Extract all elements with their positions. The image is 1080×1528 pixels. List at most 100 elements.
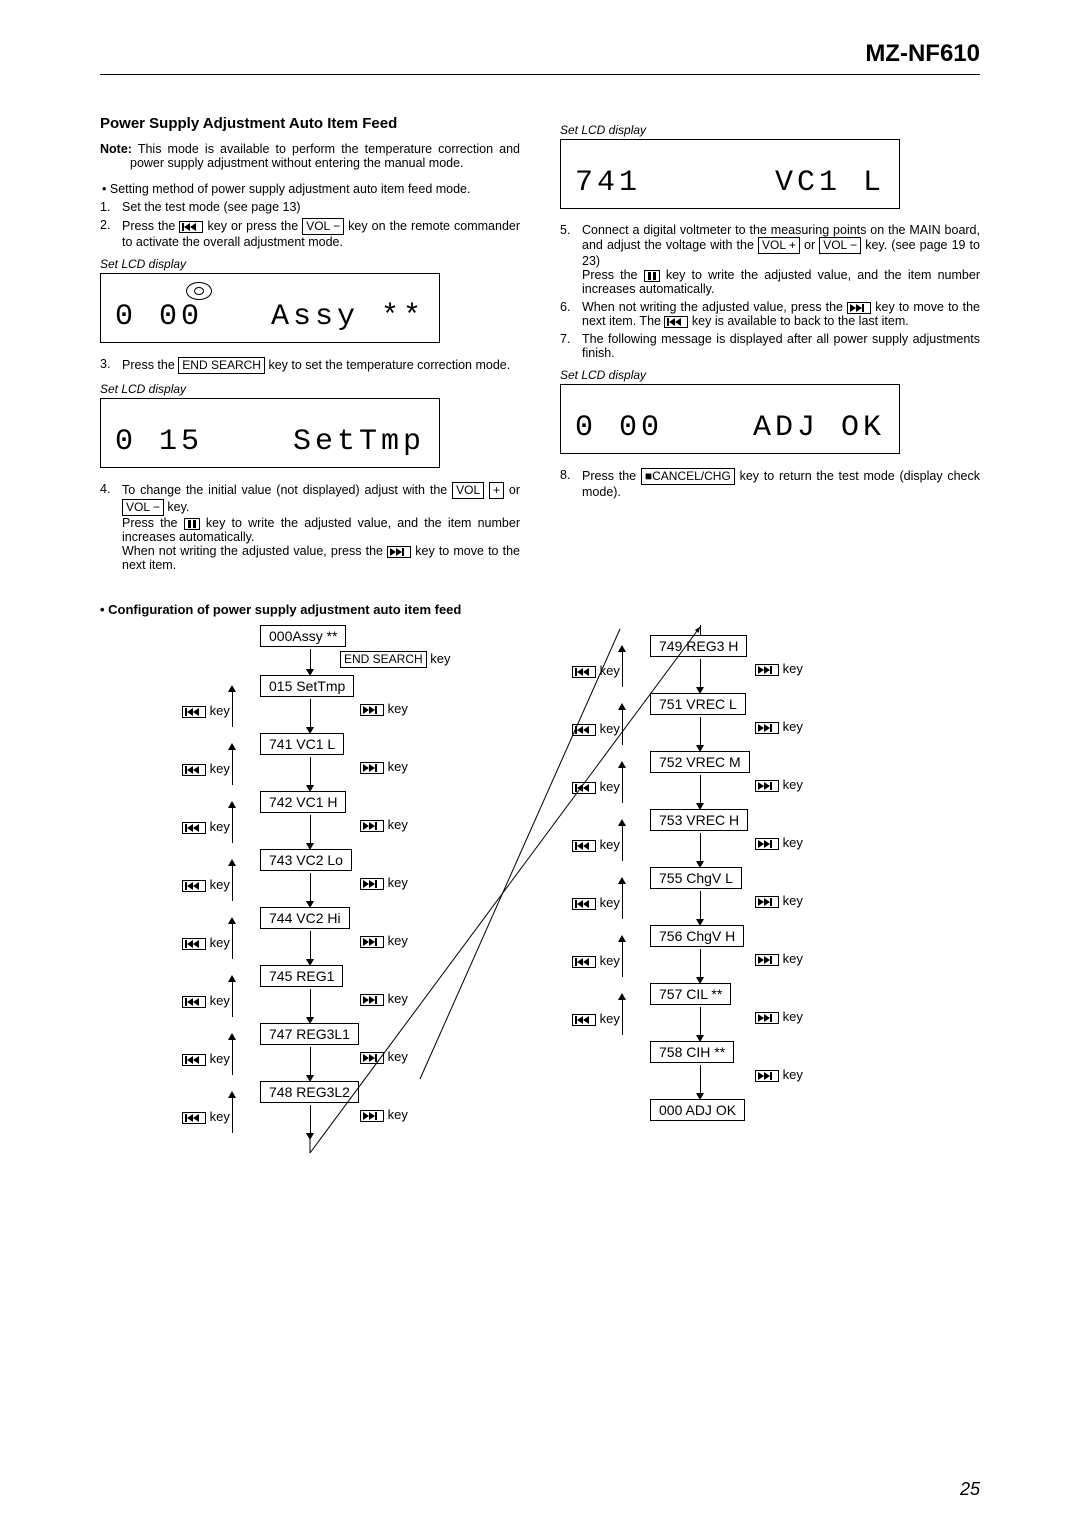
diag-n1: 015 SetTmp	[260, 675, 354, 697]
diag-r8: 000 ADJ OK	[650, 1099, 745, 1121]
model-header: MZ-NF610	[100, 40, 980, 75]
diag-r1: 751 VREC L	[650, 693, 746, 715]
diag-endsearch-key: END SEARCH key	[340, 651, 451, 668]
diag-r3: 753 VREC H	[650, 809, 748, 831]
lcd4-right: ADJ OK	[753, 411, 885, 445]
end-search-key: END SEARCH	[178, 357, 265, 374]
lcd-display-4: 0 00 ADJ OK	[560, 384, 900, 454]
steps-list-right: Connect a digital voltmeter to the measu…	[560, 223, 980, 360]
diag-nextkey-r4: key	[755, 893, 803, 908]
lcd-display-3: 741 VC1 L	[560, 139, 900, 209]
diag-nextkey-r5: key	[755, 951, 803, 966]
plus-key: +	[489, 482, 504, 499]
cancel-chg-key: ■CANCEL/CHG	[641, 468, 735, 485]
bullet-1: • Setting method of power supply adjustm…	[100, 182, 520, 196]
steps-list-right-2: Press the ■CANCEL/CHG key to return the …	[560, 468, 980, 499]
vol-plus-key: VOL +	[758, 237, 800, 254]
lcd-caption-2: Set LCD display	[100, 382, 520, 396]
lcd1-left: 0 00	[115, 300, 203, 334]
diag-r4: 755 ChgV L	[650, 867, 742, 889]
step-4: To change the initial value (not display…	[100, 482, 520, 572]
step-3: Press the END SEARCH key to set the temp…	[100, 357, 520, 374]
diag-n3: 742 VC1 H	[260, 791, 346, 813]
lcd2-right: SetTmp	[293, 425, 425, 459]
vol-minus-key-3: VOL −	[819, 237, 861, 254]
lcd-display-1: 0 00 Assy **	[100, 273, 440, 343]
diag-prevkey-l7: key	[182, 1051, 230, 1066]
diag-nextkey-r7: key	[755, 1067, 803, 1082]
steps-list-left-2: Press the END SEARCH key to set the temp…	[100, 357, 520, 374]
next-icon-2	[847, 302, 871, 314]
diag-prevkey-l3: key	[182, 819, 230, 834]
diag-nextkey-l3: key	[360, 817, 408, 832]
diag-prevkey-r0: key	[572, 663, 620, 678]
next-icon	[387, 546, 411, 558]
note-text: This mode is available to perform the te…	[130, 142, 520, 170]
right-column: Set LCD display 741 VC1 L Connect a digi…	[560, 115, 980, 576]
diag-prevkey-l2: key	[182, 761, 230, 776]
diag-r7: 758 CIH **	[650, 1041, 734, 1063]
vol-minus-key-2: VOL −	[122, 499, 164, 516]
config-title: • Configuration of power supply adjustme…	[100, 602, 980, 617]
step-7: The following message is displayed after…	[560, 332, 980, 360]
note-line: Note: This mode is available to perform …	[100, 142, 520, 170]
lcd-caption-4: Set LCD display	[560, 368, 980, 382]
diag-n7: 747 REG3L1	[260, 1023, 359, 1045]
diag-r5: 756 ChgV H	[650, 925, 744, 947]
steps-list-left: Set the test mode (see page 13) Press th…	[100, 200, 520, 249]
diag-prevkey-l6: key	[182, 993, 230, 1008]
lcd3-left: 741	[575, 166, 641, 200]
diag-nextkey-l5: key	[360, 933, 408, 948]
diag-r6: 757 CIL **	[650, 983, 731, 1005]
step-2: Press the key or press the VOL − key on …	[100, 218, 520, 249]
diag-prevkey-l5: key	[182, 935, 230, 950]
diag-n4: 743 VC2 Lo	[260, 849, 352, 871]
lcd2-left: 0 15	[115, 425, 203, 459]
diag-prevkey-r4: key	[572, 895, 620, 910]
diag-n0: 000Assy **	[260, 625, 346, 647]
prev-icon	[179, 221, 203, 233]
diag-n5: 744 VC2 Hi	[260, 907, 350, 929]
lcd1-right: Assy **	[271, 300, 425, 334]
steps-list-left-3: To change the initial value (not display…	[100, 482, 520, 572]
lcd-display-2: 0 15 SetTmp	[100, 398, 440, 468]
lcd-caption-1: Set LCD display	[100, 257, 520, 271]
diag-n8: 748 REG3L2	[260, 1081, 359, 1103]
step-6: When not writing the adjusted value, pre…	[560, 300, 980, 328]
diag-nextkey-r1: key	[755, 719, 803, 734]
prev-icon-2	[664, 316, 688, 328]
pause-icon	[184, 518, 200, 530]
diag-nextkey-l1: key	[360, 701, 408, 716]
diag-nextkey-r2: key	[755, 777, 803, 792]
diag-prevkey-l4: key	[182, 877, 230, 892]
diag-r2: 752 VREC M	[650, 751, 750, 773]
lcd4-left: 0 00	[575, 411, 663, 445]
diag-n2: 741 VC1 L	[260, 733, 344, 755]
diag-prevkey-l8: key	[182, 1109, 230, 1124]
diag-prevkey-r3: key	[572, 837, 620, 852]
diag-nextkey-l7: key	[360, 1049, 408, 1064]
diag-nextkey-r3: key	[755, 835, 803, 850]
step-8: Press the ■CANCEL/CHG key to return the …	[560, 468, 980, 499]
lcd3-right: VC1 L	[775, 166, 885, 200]
diag-nextkey-r6: key	[755, 1009, 803, 1024]
content-columns: Power Supply Adjustment Auto Item Feed N…	[100, 115, 980, 576]
diag-prevkey-r6: key	[572, 1011, 620, 1026]
vol-minus-key: VOL −	[302, 218, 344, 235]
diag-nextkey-l4: key	[360, 875, 408, 890]
diag-r0: 749 REG3 H	[650, 635, 747, 657]
diag-prevkey-r2: key	[572, 779, 620, 794]
step-5: Connect a digital voltmeter to the measu…	[560, 223, 980, 296]
lcd-caption-3: Set LCD display	[560, 123, 980, 137]
vol-key: VOL	[452, 482, 484, 499]
left-column: Power Supply Adjustment Auto Item Feed N…	[100, 115, 520, 576]
page-number: 25	[960, 1479, 980, 1500]
diag-prevkey-r1: key	[572, 721, 620, 736]
diag-nextkey-l8: key	[360, 1107, 408, 1122]
pause-icon-2	[644, 270, 660, 282]
diag-prevkey-l1: key	[182, 703, 230, 718]
diag-nextkey-l6: key	[360, 991, 408, 1006]
diag-nextkey-r0: key	[755, 661, 803, 676]
flow-diagram: 000Assy ** END SEARCH key 015 SetTmp key k…	[90, 625, 970, 1205]
diag-prevkey-r5: key	[572, 953, 620, 968]
